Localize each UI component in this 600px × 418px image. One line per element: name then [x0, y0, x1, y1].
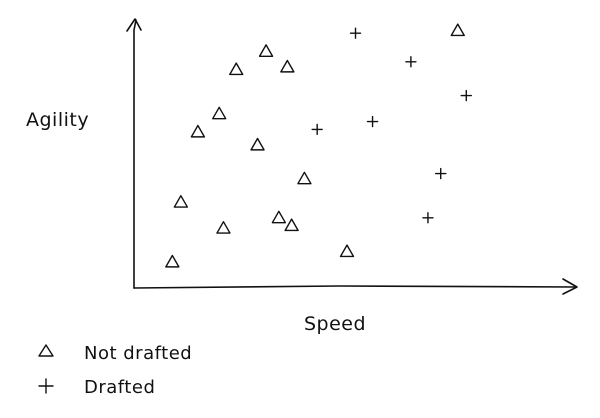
point-not-drafted-11 — [339, 244, 355, 258]
y-axis-line — [133, 19, 137, 289]
x-axis-arrowhead — [562, 278, 578, 295]
point-not-drafted-7 — [173, 194, 189, 208]
point-drafted-6 — [422, 212, 434, 224]
point-drafted-2 — [460, 89, 472, 102]
point-drafted-0 — [349, 27, 362, 39]
point-not-drafted-10 — [284, 218, 299, 232]
y-axis-label: Agility — [26, 109, 89, 131]
point-not-drafted-5 — [250, 137, 265, 151]
x-axis-line — [133, 285, 577, 289]
point-not-drafted-9 — [271, 210, 287, 224]
series-drafted — [311, 27, 472, 224]
point-not-drafted-6 — [297, 171, 312, 185]
point-drafted-5 — [435, 167, 447, 180]
axes — [126, 18, 578, 295]
point-drafted-1 — [405, 56, 417, 68]
legend-item-not-drafted: Not drafted — [38, 343, 192, 364]
x-axis-label: Speed — [304, 313, 366, 335]
point-not-drafted-13 — [450, 23, 465, 37]
point-not-drafted-8 — [216, 220, 231, 234]
point-not-drafted-3 — [211, 106, 227, 120]
point-drafted-4 — [311, 123, 323, 136]
point-not-drafted-0 — [258, 44, 274, 57]
legend: Not drafted Drafted — [38, 343, 192, 398]
point-not-drafted-2 — [280, 59, 295, 73]
legend-triangle-icon — [38, 344, 54, 357]
point-drafted-3 — [366, 115, 379, 128]
data-marks — [165, 23, 472, 268]
point-not-drafted-1 — [229, 62, 244, 76]
legend-label-not-drafted: Not drafted — [84, 343, 192, 364]
point-not-drafted-12 — [165, 254, 180, 268]
legend-label-drafted: Drafted — [84, 377, 155, 398]
point-not-drafted-4 — [190, 124, 206, 138]
series-not-drafted — [165, 23, 465, 268]
y-axis-arrowhead — [126, 18, 142, 32]
legend-item-drafted: Drafted — [38, 377, 155, 398]
